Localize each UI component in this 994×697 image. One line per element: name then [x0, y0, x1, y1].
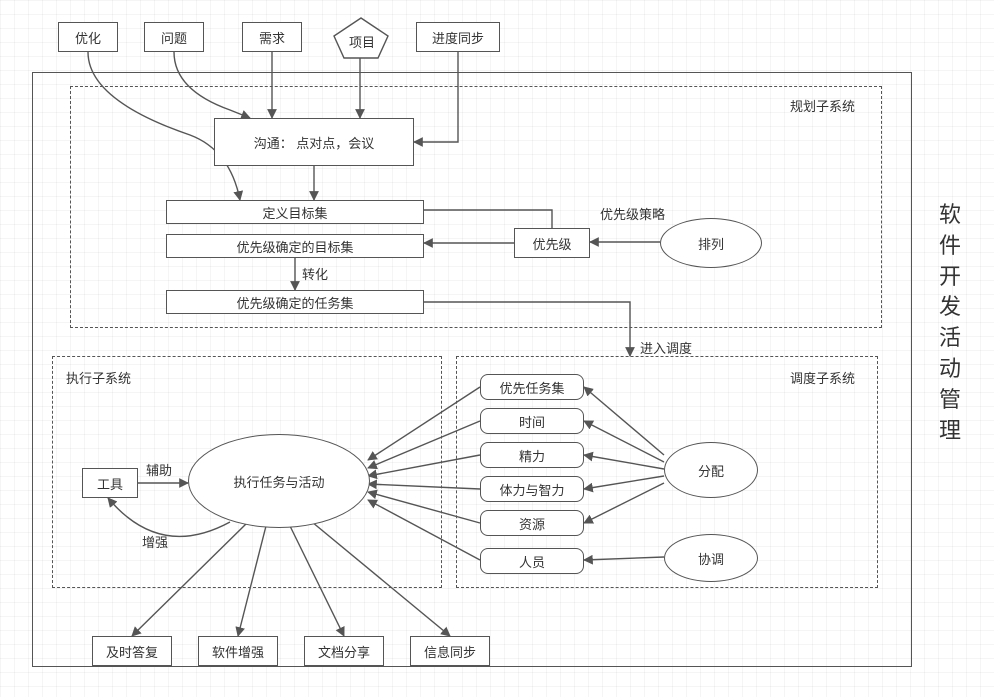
node-coordinate: 协调: [664, 534, 758, 582]
planning-frame-label: 规划子系统: [790, 96, 855, 115]
node-doc-share: 文档分享: [304, 636, 384, 666]
node-optimize: 优化: [58, 22, 118, 52]
node-timely-reply: 及时答复: [92, 636, 172, 666]
execute-frame-label: 执行子系统: [66, 368, 131, 387]
node-personnel: 人员: [480, 548, 584, 574]
node-priority-task-set: 优先任务集: [480, 374, 584, 400]
node-define-goal-set: 定义目标集: [166, 200, 424, 224]
schedule-frame-label: 调度子系统: [790, 368, 855, 387]
node-time: 时间: [480, 408, 584, 434]
transform-label: 转化: [302, 264, 328, 283]
node-communicate: 沟通： 点对点，会议: [214, 118, 414, 166]
node-prioritized-task-set: 优先级确定的任务集: [166, 290, 424, 314]
node-priority: 优先级: [514, 228, 590, 258]
node-project-label: 项目: [344, 32, 380, 51]
node-prioritized-goal-set: 优先级确定的目标集: [166, 234, 424, 258]
node-allocate: 分配: [664, 442, 758, 498]
node-requirement: 需求: [242, 22, 302, 52]
node-arrange: 排列: [660, 218, 762, 268]
enter-schedule-label: 进入调度: [640, 338, 692, 357]
node-progress-sync: 进度同步: [416, 22, 500, 52]
node-energy: 精力: [480, 442, 584, 468]
node-info-sync: 信息同步: [410, 636, 490, 666]
node-execute-tasks: 执行任务与活动: [188, 434, 370, 528]
node-tool: 工具: [82, 468, 138, 498]
node-software-enhance: 软件增强: [198, 636, 278, 666]
node-resource: 资源: [480, 510, 584, 536]
priority-strategy-label: 优先级策略: [600, 204, 665, 223]
assist-label: 辅助: [146, 460, 172, 479]
page-title-vertical: 软件开发活动管理: [938, 200, 962, 446]
node-physical-mental: 体力与智力: [480, 476, 584, 502]
node-problem: 问题: [144, 22, 204, 52]
enhance-label: 增强: [142, 532, 168, 551]
